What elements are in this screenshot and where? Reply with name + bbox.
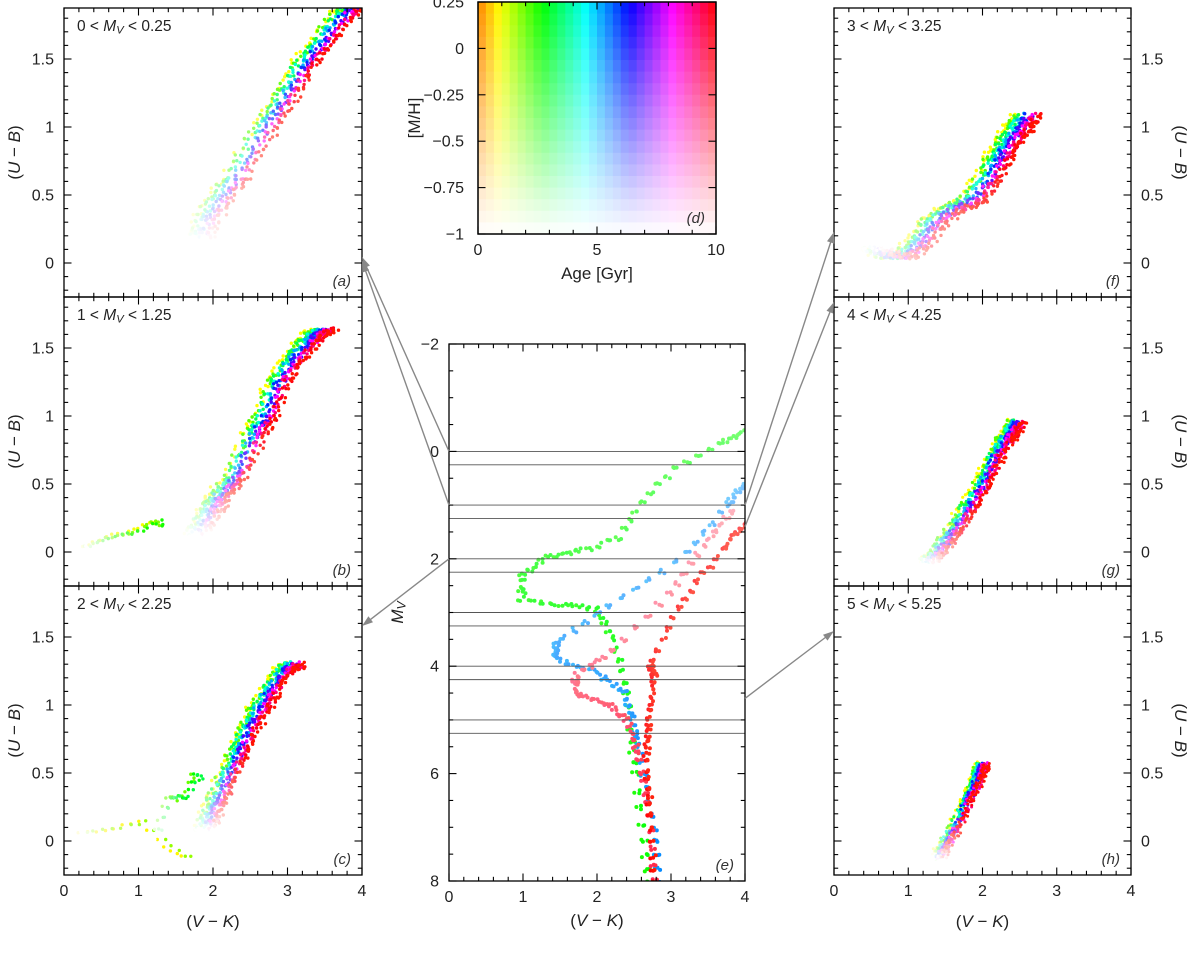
svg-text:0 < MV < 0.25: 0 < MV < 0.25 — [77, 18, 172, 37]
svg-text:0: 0 — [45, 256, 54, 273]
svg-text:0.5: 0.5 — [32, 188, 54, 205]
svg-text:(g): (g) — [1102, 562, 1120, 579]
svg-text:(b): (b) — [333, 562, 351, 579]
svg-text:4 < MV < 4.25: 4 < MV < 4.25 — [847, 307, 942, 326]
svg-text:1 < MV < 1.25: 1 < MV < 1.25 — [77, 307, 172, 326]
svg-text:(f): (f) — [1106, 273, 1120, 290]
svg-text:0: 0 — [45, 834, 54, 851]
svg-text:0.5: 0.5 — [1141, 188, 1163, 205]
svg-text:1: 1 — [45, 698, 54, 715]
svg-text:(c): (c) — [334, 851, 352, 868]
svg-text:0.5: 0.5 — [32, 477, 54, 494]
svg-text:0.5: 0.5 — [32, 766, 54, 783]
svg-text:0.5: 0.5 — [1141, 477, 1163, 494]
svg-text:4: 4 — [358, 883, 367, 900]
svg-text:1: 1 — [1141, 409, 1150, 426]
svg-text:3 < MV < 3.25: 3 < MV < 3.25 — [847, 18, 942, 37]
svg-text:1.5: 1.5 — [32, 630, 54, 647]
svg-text:(a): (a) — [333, 273, 351, 290]
svg-text:2: 2 — [209, 883, 218, 900]
svg-text:0: 0 — [60, 883, 69, 900]
svg-text:1.5: 1.5 — [32, 341, 54, 358]
svg-text:1.5: 1.5 — [1141, 52, 1163, 69]
svg-text:1: 1 — [134, 883, 143, 900]
svg-text:1: 1 — [1141, 120, 1150, 137]
svg-text:2 < MV < 2.25: 2 < MV < 2.25 — [77, 596, 172, 615]
svg-text:3: 3 — [283, 883, 292, 900]
svg-text:0: 0 — [1141, 545, 1150, 562]
svg-text:0: 0 — [45, 545, 54, 562]
svg-text:0: 0 — [1141, 256, 1150, 273]
svg-text:1: 1 — [45, 120, 54, 137]
svg-text:1: 1 — [45, 409, 54, 426]
svg-text:1.5: 1.5 — [1141, 341, 1163, 358]
svg-text:1.5: 1.5 — [32, 52, 54, 69]
